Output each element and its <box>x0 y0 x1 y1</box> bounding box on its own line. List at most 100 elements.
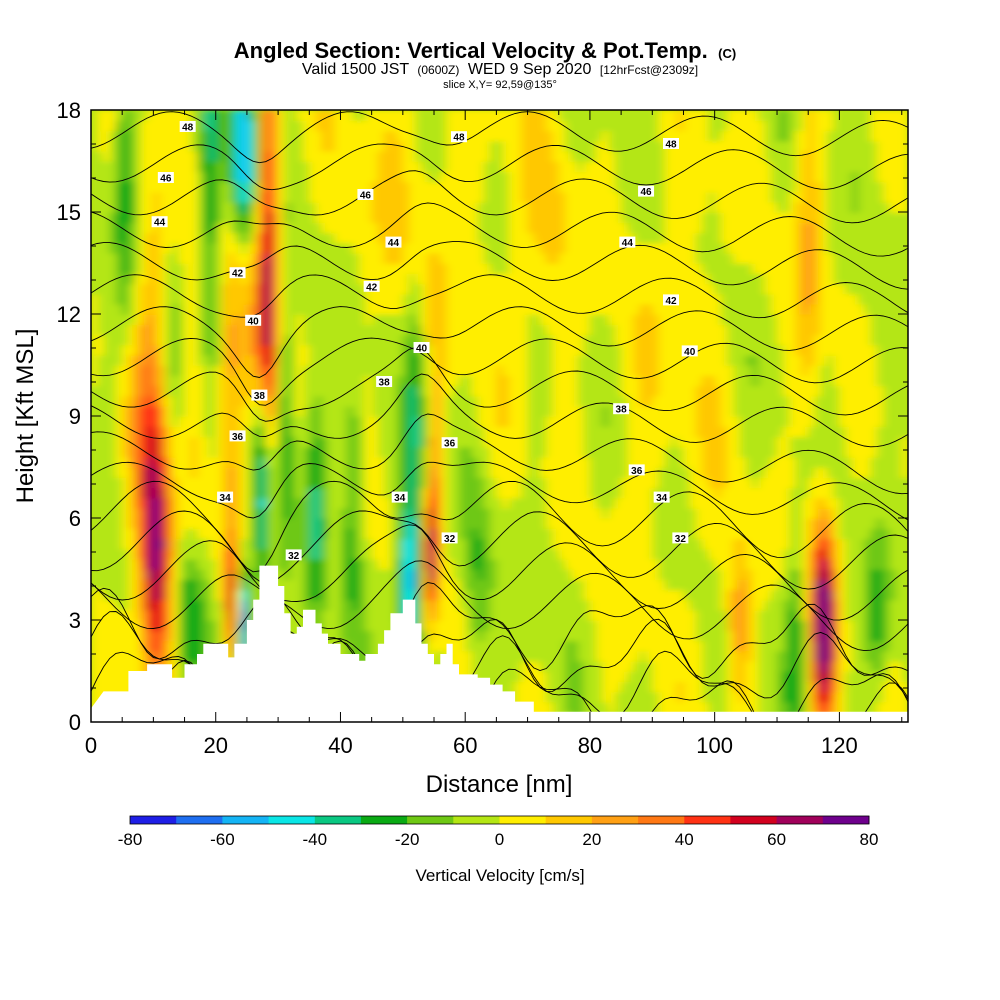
velocity-cell <box>483 395 491 407</box>
velocity-cell <box>365 365 373 376</box>
velocity-cell <box>122 344 130 356</box>
velocity-cell <box>122 222 130 234</box>
velocity-cell <box>521 242 529 254</box>
velocity-cell <box>346 640 354 652</box>
velocity-cell <box>521 191 529 203</box>
velocity-cell <box>515 467 523 478</box>
velocity-cell <box>477 446 485 458</box>
velocity-cell <box>409 436 417 448</box>
velocity-cell <box>546 201 554 213</box>
velocity-cell <box>91 620 98 631</box>
velocity-cell <box>91 130 98 142</box>
velocity-cell <box>558 110 566 121</box>
velocity-cell <box>540 314 547 325</box>
velocity-cell <box>521 609 529 621</box>
velocity-cell <box>483 314 491 325</box>
velocity-cell <box>596 242 604 254</box>
velocity-cell <box>533 344 541 356</box>
velocity-cell <box>228 130 236 142</box>
velocity-cell <box>334 171 342 183</box>
velocity-cell <box>477 222 485 234</box>
velocity-cell <box>490 487 498 499</box>
velocity-cell <box>91 365 98 376</box>
velocity-cell <box>115 324 123 336</box>
velocity-cell <box>321 263 329 274</box>
velocity-cell <box>115 589 123 601</box>
velocity-cell <box>184 222 192 234</box>
velocity-cell <box>97 395 105 407</box>
velocity-cell <box>440 252 448 264</box>
velocity-cell <box>427 589 435 601</box>
velocity-cell <box>153 252 161 264</box>
velocity-cell <box>502 293 510 305</box>
velocity-cell <box>483 436 491 448</box>
velocity-cell <box>340 273 348 285</box>
velocity-cell <box>415 558 423 570</box>
velocity-cell <box>558 354 566 366</box>
velocity-cell <box>596 324 604 336</box>
velocity-cell <box>303 599 310 611</box>
velocity-cell <box>159 650 167 662</box>
velocity-cell <box>508 681 516 693</box>
velocity-cell <box>465 467 473 478</box>
velocity-cell <box>128 589 136 601</box>
velocity-cell <box>465 191 473 203</box>
velocity-cell <box>103 640 111 652</box>
velocity-cell <box>589 283 597 295</box>
velocity-cell <box>284 222 292 234</box>
velocity-cell <box>546 416 554 427</box>
velocity-cell <box>490 293 498 305</box>
velocity-cell <box>278 456 286 468</box>
velocity-cell <box>515 191 523 203</box>
velocity-cell <box>377 579 385 591</box>
velocity-cell <box>508 222 516 234</box>
velocity-cell <box>184 426 192 438</box>
velocity-cell <box>172 120 180 132</box>
velocity-cell <box>359 120 367 132</box>
velocity-cell <box>384 599 392 611</box>
velocity-cell <box>546 456 554 468</box>
velocity-cell <box>97 579 105 591</box>
velocity-cell <box>496 181 504 193</box>
velocity-cell <box>109 365 117 376</box>
velocity-cell <box>253 273 261 285</box>
velocity-cell <box>521 212 529 223</box>
velocity-cell <box>197 416 204 427</box>
velocity-cell <box>109 191 117 203</box>
velocity-cell <box>159 232 167 244</box>
velocity-cell <box>91 293 98 305</box>
velocity-cell <box>315 293 323 305</box>
velocity-cell <box>115 477 123 489</box>
velocity-cell <box>602 558 610 570</box>
velocity-cell <box>140 242 148 254</box>
velocity-cell <box>452 252 460 264</box>
velocity-cell <box>402 558 410 570</box>
velocity-cell <box>109 181 117 193</box>
velocity-cell <box>446 171 454 183</box>
velocity-cell <box>421 283 429 295</box>
velocity-cell <box>377 477 385 489</box>
velocity-cell <box>521 324 529 336</box>
velocity-cell <box>265 334 273 346</box>
velocity-cell <box>190 232 198 244</box>
velocity-cell <box>521 467 529 478</box>
velocity-cell <box>483 405 491 417</box>
velocity-cell <box>583 487 591 499</box>
velocity-cell <box>134 579 142 591</box>
velocity-cell <box>434 232 441 244</box>
velocity-cell <box>602 671 610 682</box>
velocity-cell <box>602 140 610 152</box>
velocity-cell <box>209 599 217 611</box>
velocity-cell <box>440 283 448 295</box>
velocity-cell <box>172 477 180 489</box>
velocity-cell <box>596 293 604 305</box>
velocity-cell <box>546 528 554 540</box>
velocity-cell <box>577 252 585 264</box>
velocity-cell <box>596 650 604 662</box>
velocity-cell <box>589 405 597 417</box>
velocity-cell <box>384 609 392 621</box>
velocity-cell <box>328 222 335 234</box>
velocity-cell <box>589 518 597 529</box>
velocity-cell <box>434 314 441 325</box>
velocity-cell <box>596 467 604 478</box>
